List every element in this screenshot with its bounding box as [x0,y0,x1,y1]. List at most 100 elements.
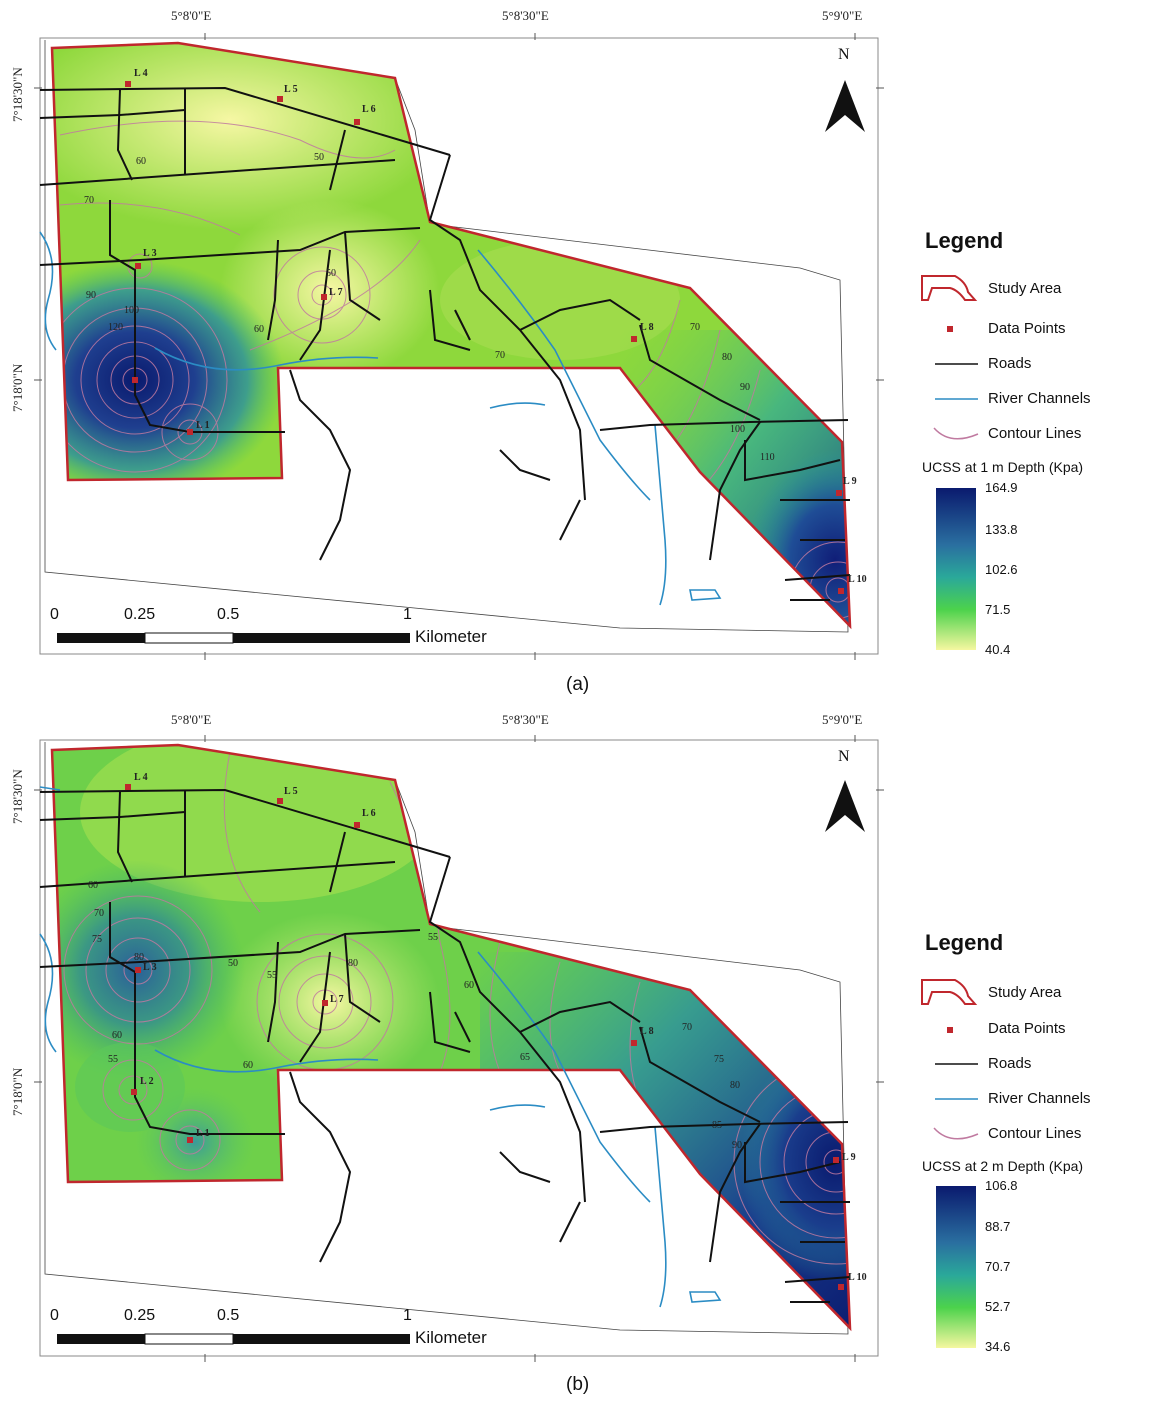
outer-boundary [44,40,849,633]
ramp-tick: 88.7 [985,1219,1011,1234]
contour-label: 60 [254,324,264,335]
contour-label: 110 [760,452,775,463]
ramp-tick: 102.6 [985,562,1018,577]
scale-unit: Kilometer [415,627,487,646]
point-label: L 3 [143,962,157,973]
contour-label: 60 [136,156,146,167]
data-point-l3 [135,967,141,973]
north-label: N [838,748,850,765]
contour-label: 65 [520,1052,530,1063]
legend-item-study-area: Study Area [988,984,1062,1001]
ramp-tick: 70.7 [985,1259,1011,1274]
scale-tick: 0.5 [217,606,240,623]
point-label: L 10 [848,574,867,585]
contour-label: 70 [690,322,700,333]
map-canvas-b [34,735,979,1362]
data-point-symbol [947,326,953,332]
data-point-l10 [838,1284,844,1290]
contour-label: 70 [682,1022,692,1033]
coord-y-label: 7°18'0"N [10,363,25,412]
coord-x-label: 5°9'0"E [822,8,863,23]
contour-label: 90 [86,290,96,301]
point-label: L 7 [330,994,344,1005]
contour-label: 120 [108,322,123,333]
point-label: L 9 [842,1152,856,1163]
contour-label: 85 [712,1120,722,1131]
color-ramp [936,488,976,650]
coord-x-label: 5°8'30"E [502,712,549,727]
data-points [125,81,844,594]
study-area-symbol [921,275,978,301]
scale-tick: 1 [403,606,412,623]
scale-tick: 0 [50,606,59,623]
contour-label: 60 [112,1030,122,1041]
coord-x-label: 5°8'30"E [502,8,549,23]
contour-label: 60 [88,880,98,891]
data-point-l9 [836,490,842,496]
contour-label: 55 [267,970,277,981]
data-point-l6 [354,119,360,125]
contour-label: 55 [108,1054,118,1065]
data-point-l4 [125,784,131,790]
panel-caption: (b) [566,1374,590,1395]
river-channels [39,786,722,1308]
coord-y-label: 7°18'30"N [10,769,25,824]
scale-tick: 0 [50,1307,59,1324]
legend-item-contour-lines: Contour Lines [988,1125,1082,1142]
point-label: L 3 [143,248,157,259]
data-point-l10 [838,588,844,594]
ramp-tick: 40.4 [985,642,1011,657]
data-point-symbol [947,1027,953,1033]
contour-label: 70 [94,908,104,919]
contour-symbol [933,427,979,440]
data-point-l1 [187,429,193,435]
contour-label: 80 [722,352,732,363]
contour-label: 50 [228,958,238,969]
ramp-tick: 164.9 [985,480,1018,495]
ramp-tick: 52.7 [985,1299,1011,1314]
contour-label: 75 [92,934,102,945]
ramp-tick: 133.8 [985,522,1018,537]
point-label: L 9 [843,476,857,487]
outer-boundary [44,742,849,1335]
coord-y-label: 7°18'30"N [10,67,25,122]
legend-item-data-points: Data Points [988,320,1066,337]
coord-y-label: 7°18'0"N [10,1067,25,1116]
scale-tick: 0.5 [217,1307,240,1324]
coord-x-label: 5°8'0"E [171,712,212,727]
scale-bar [57,1333,410,1345]
legend-item-contour-lines: Contour Lines [988,425,1082,442]
legend-item-data-points: Data Points [988,1020,1066,1037]
point-label: L 8 [640,322,654,333]
color-ramp-title: UCSS at 2 m Depth (Kpa) [922,1158,1084,1174]
contour-label: 70 [84,195,94,206]
contour-label: 80 [348,958,358,969]
ramp-tick: 71.5 [985,602,1011,617]
north-label: N [838,46,850,63]
data-points [125,784,844,1290]
point-label: L 1 [196,420,210,431]
legend-item-study-area: Study Area [988,280,1062,297]
data-point-l7 [322,1000,328,1006]
data-point-l8 [631,336,637,342]
map-panel-a: L 1 L 3 L 4 L 5 L 6 L 7 L 8 L 9 L 10 60 … [10,8,1091,695]
study-area-symbol [921,979,978,1005]
north-arrow-icon [825,780,865,832]
contour-label: 55 [428,932,438,943]
contour-label: 100 [124,305,139,316]
map-panel-b: L 1 L 2 L 3 L 4 L 5 L 6 L 7 L 8 L 9 L 10… [0,702,1167,1404]
contour-label: 50 [314,152,324,163]
contour-label: 75 [714,1054,724,1065]
ramp-tick: 34.6 [985,1339,1011,1354]
point-label: L 5 [284,84,298,95]
data-point-l3 [135,263,141,269]
legend-title: Legend [925,930,1004,955]
point-label: L 5 [284,786,298,797]
legend-item-roads: Roads [988,355,1032,372]
point-label: L 6 [362,104,376,115]
point-label: L 6 [362,808,376,819]
point-label: L 4 [134,68,148,79]
data-point-l6 [354,822,360,828]
contour-label: 70 [495,350,505,361]
river-channels [39,231,722,606]
